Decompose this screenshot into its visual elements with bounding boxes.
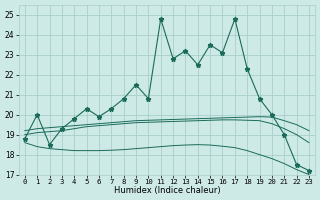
X-axis label: Humidex (Indice chaleur): Humidex (Indice chaleur): [114, 186, 220, 195]
